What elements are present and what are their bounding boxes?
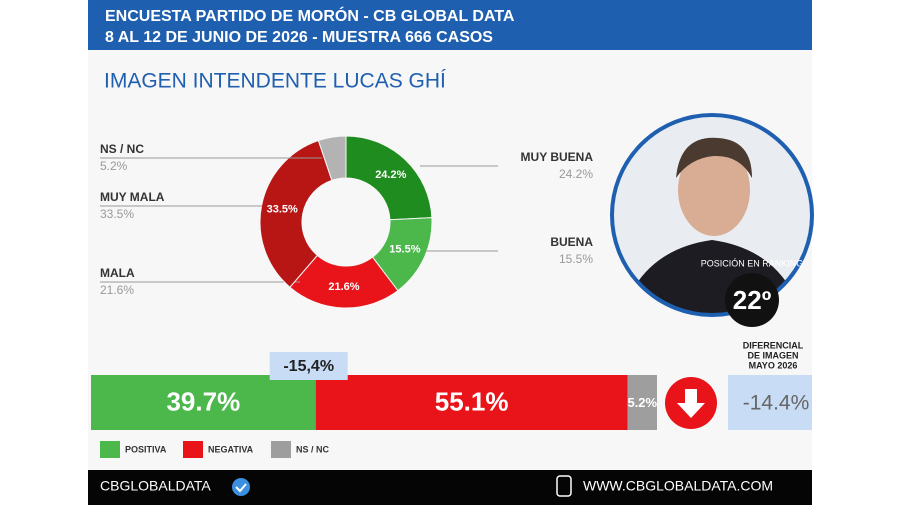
bar-label: 5.2% — [627, 395, 657, 410]
category-value: 15.5% — [559, 252, 593, 266]
category-label: NS / NC — [100, 142, 144, 156]
header-band — [88, 0, 812, 50]
portrait-face — [678, 144, 750, 236]
category-label: MALA — [100, 266, 135, 280]
slice-label: 21.6% — [328, 281, 359, 293]
category-label: BUENA — [550, 235, 593, 249]
annotation: -15,4% — [283, 358, 334, 375]
ranking-label: POSICIÓN EN RANKING — [701, 258, 804, 268]
differential-title: MAYO 2026 — [749, 360, 798, 370]
footer-band — [88, 470, 812, 505]
verified-badge — [232, 478, 250, 496]
differential-title: DE IMAGEN — [747, 350, 798, 360]
chart-title: IMAGEN INTENDENTE LUCAS GHÍ — [104, 70, 446, 93]
portrait — [610, 113, 814, 317]
down-arrow — [677, 389, 705, 418]
differential-box — [728, 375, 812, 430]
header-line: 8 AL 12 DE JUNIO DE 2026 - MUESTRA 666 C… — [105, 29, 493, 46]
slice-label: 15.5% — [389, 243, 420, 255]
legend-label: NS / NC — [296, 444, 330, 454]
category-value: 5.2% — [100, 159, 128, 173]
legend-swatch — [271, 441, 291, 458]
donut-slice — [289, 254, 399, 309]
bar-segment — [627, 375, 657, 430]
legend-label: NEGATIVA — [208, 444, 254, 454]
slice-label: 33.5% — [267, 204, 298, 216]
category-value: 33.5% — [100, 207, 134, 221]
legend-swatch — [183, 441, 203, 458]
annotation-box — [269, 352, 348, 380]
verified-check — [235, 483, 247, 493]
donut-slice — [259, 139, 333, 288]
portrait-hair — [676, 137, 752, 178]
differential-title: DIFERENCIAL — [743, 340, 804, 350]
click-icon — [556, 475, 572, 497]
legend-swatch — [100, 441, 120, 458]
category-value: 21.6% — [100, 283, 134, 297]
portrait-ring — [610, 113, 814, 317]
bar-label: 39.7% — [166, 386, 240, 416]
donut-slice — [317, 135, 347, 181]
category-label: MUY MALA — [100, 190, 165, 204]
category-value: 24.2% — [559, 167, 593, 181]
category-label: MUY BUENA — [521, 150, 594, 164]
bar-segment — [91, 375, 316, 430]
ranking-badge — [725, 273, 779, 327]
slice-label: 24.2% — [375, 169, 406, 181]
differential-value: -14.4% — [743, 392, 810, 415]
bar-label: 55.1% — [435, 386, 509, 416]
footer-brand: CBGLOBALDATA — [100, 478, 211, 494]
bar-segment — [315, 375, 628, 430]
legend-label: POSITIVA — [125, 444, 167, 454]
ranking-position: 22º — [733, 285, 772, 315]
footer-site: WWW.CBGLOBALDATA.COM — [583, 478, 773, 494]
header-line: ENCUESTA PARTIDO DE MORÓN - CB GLOBAL DA… — [105, 6, 515, 25]
